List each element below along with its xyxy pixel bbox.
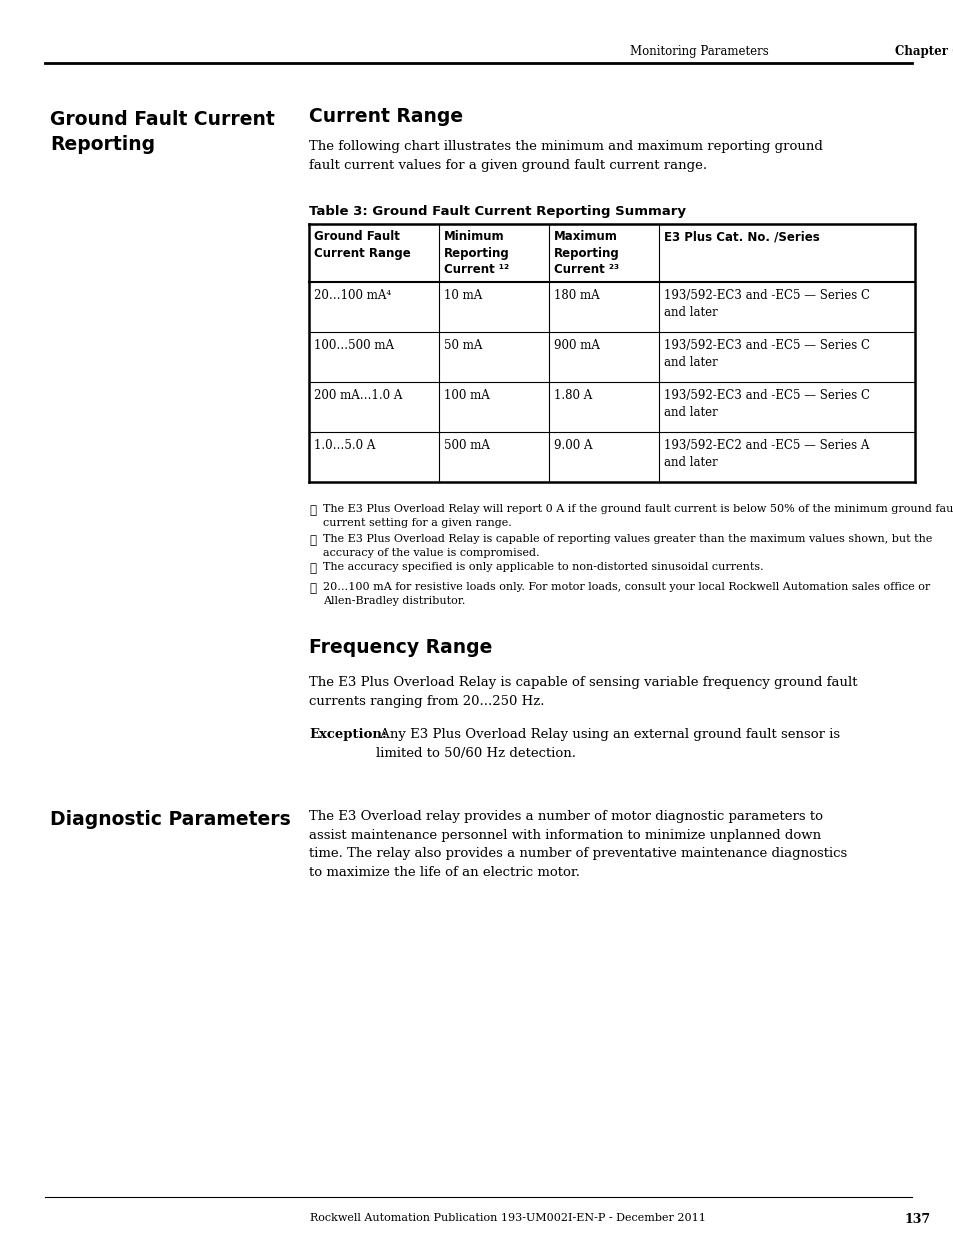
Text: The E3 Plus Overload Relay is capable of sensing variable frequency ground fault: The E3 Plus Overload Relay is capable of… [309, 676, 857, 708]
Text: 20…100 mA⁴: 20…100 mA⁴ [314, 289, 391, 303]
Text: The E3 Plus Overload Relay is capable of reporting values greater than the maxim: The E3 Plus Overload Relay is capable of… [323, 534, 931, 557]
Text: 193/592-EC3 and -EC5 — Series C
and later: 193/592-EC3 and -EC5 — Series C and late… [663, 338, 869, 369]
Text: 20…100 mA for resistive loads only. For motor loads, consult your local Rockwell: 20…100 mA for resistive loads only. For … [323, 582, 929, 605]
Text: 100 mA: 100 mA [443, 389, 489, 403]
Text: 50 mA: 50 mA [443, 338, 482, 352]
Text: 9.00 A: 9.00 A [554, 438, 592, 452]
Text: Ground Fault Current: Ground Fault Current [50, 110, 274, 128]
Text: Maximum
Reporting
Current ²³: Maximum Reporting Current ²³ [554, 230, 619, 275]
Text: ④: ④ [309, 582, 315, 595]
Text: ①: ① [309, 504, 315, 517]
Text: The following chart illustrates the minimum and maximum reporting ground
fault c: The following chart illustrates the mini… [309, 140, 822, 172]
Text: 100…500 mA: 100…500 mA [314, 338, 394, 352]
Text: Monitoring Parameters: Monitoring Parameters [629, 46, 768, 58]
Text: Chapter 6: Chapter 6 [894, 46, 953, 58]
Text: Ground Fault
Current Range: Ground Fault Current Range [314, 230, 411, 259]
Text: 1.80 A: 1.80 A [554, 389, 592, 403]
Text: Rockwell Automation Publication 193-UM002I-EN-P - December 2011: Rockwell Automation Publication 193-UM00… [310, 1213, 705, 1223]
Text: 1.0…5.0 A: 1.0…5.0 A [314, 438, 375, 452]
Text: The E3 Overload relay provides a number of motor diagnostic parameters to
assist: The E3 Overload relay provides a number … [309, 810, 846, 878]
Text: 193/592-EC3 and -EC5 — Series C
and later: 193/592-EC3 and -EC5 — Series C and late… [663, 389, 869, 419]
Text: 500 mA: 500 mA [443, 438, 489, 452]
Text: ②: ② [309, 534, 315, 547]
Text: Any E3 Plus Overload Relay using an external ground fault sensor is
limited to 5: Any E3 Plus Overload Relay using an exte… [375, 727, 840, 760]
Text: E3 Plus Cat. No. /Series: E3 Plus Cat. No. /Series [663, 230, 819, 243]
Text: ③: ③ [309, 562, 315, 576]
Text: The accuracy specified is only applicable to non-distorted sinusoidal currents.: The accuracy specified is only applicabl… [323, 562, 762, 572]
Text: 180 mA: 180 mA [554, 289, 599, 303]
Text: Reporting: Reporting [50, 135, 155, 154]
Text: Diagnostic Parameters: Diagnostic Parameters [50, 810, 291, 829]
Text: 193/592-EC3 and -EC5 — Series C
and later: 193/592-EC3 and -EC5 — Series C and late… [663, 289, 869, 319]
Text: Exception:: Exception: [309, 727, 387, 741]
Text: The E3 Plus Overload Relay will report 0 A if the ground fault current is below : The E3 Plus Overload Relay will report 0… [323, 504, 953, 527]
Text: Table 3: Ground Fault Current Reporting Summary: Table 3: Ground Fault Current Reporting … [309, 205, 685, 219]
Text: 193/592-EC2 and -EC5 — Series A
and later: 193/592-EC2 and -EC5 — Series A and late… [663, 438, 868, 469]
Text: Frequency Range: Frequency Range [309, 638, 492, 657]
Text: 137: 137 [904, 1213, 930, 1226]
Text: Current Range: Current Range [309, 107, 462, 126]
Text: 10 mA: 10 mA [443, 289, 482, 303]
Text: 200 mA…1.0 A: 200 mA…1.0 A [314, 389, 402, 403]
Text: 900 mA: 900 mA [554, 338, 599, 352]
Text: Minimum
Reporting
Current ¹²: Minimum Reporting Current ¹² [443, 230, 509, 275]
